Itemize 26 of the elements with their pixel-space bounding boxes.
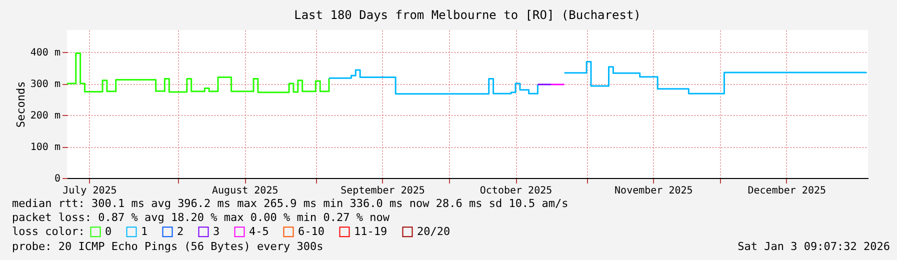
legend-label: 1: [141, 224, 148, 238]
legend-label: 4-5: [249, 224, 269, 238]
y-tick-label: 400 m: [30, 48, 60, 59]
y-tick-label: 300 m: [30, 79, 60, 90]
legend-label: 3: [213, 224, 220, 238]
x-tick-label: August 2025: [212, 186, 278, 196]
y-axis-title: Seconds: [14, 81, 28, 128]
legend-label: 2: [177, 224, 184, 238]
x-tick-label: September 2025: [340, 186, 425, 196]
legend-label: 11-19: [354, 224, 388, 238]
text: probe: 20 ICMP Echo Pings (56 Bytes) every 300s: [12, 240, 324, 253]
y-tick-label: 0: [54, 174, 60, 184]
x-tick-label: July 2025: [62, 186, 117, 196]
legend-label: 20/20: [417, 224, 450, 238]
chart-title: Last 180 Days from Melbourne to [RO] (Bucharest): [294, 8, 641, 22]
y-tick-label: 200 m: [30, 110, 60, 122]
x-tick-label: December 2025: [748, 186, 826, 196]
legend-label: 0: [105, 224, 112, 238]
legend-title: loss color:: [12, 225, 85, 238]
text: median rtt: 300.1 ms avg 396.2 ms max 265.9 ms min 336.0 ms now 28.6 ms sd 10.5 am/s: [12, 197, 568, 210]
x-tick-label: November 2025: [614, 186, 693, 196]
y-tick-label: 100 m: [30, 142, 60, 154]
legend-label: 6-10: [298, 224, 324, 238]
text: Sat Jan 3 09:07:32 2026: [738, 240, 890, 253]
x-tick-label: October 2025: [480, 186, 552, 196]
text: packet loss: 0.87 % avg 18.20 % max 0.00 % min 0.27 % now: [12, 211, 390, 224]
